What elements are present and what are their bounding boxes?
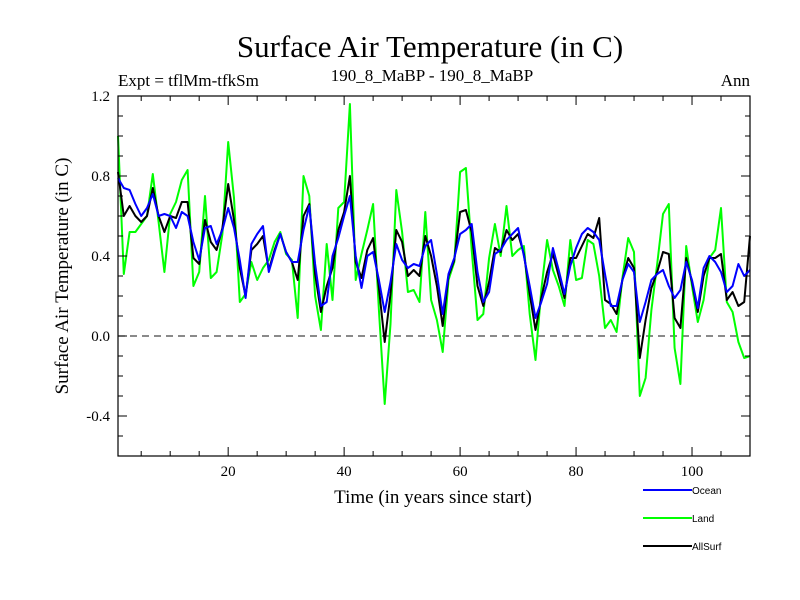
y-tick-label: 0.0 <box>91 329 110 345</box>
y-tick-label: 0.4 <box>91 249 110 265</box>
chart-title: Surface Air Temperature (in C) <box>237 29 623 64</box>
y-tick-label: 0.8 <box>91 169 110 185</box>
y-tick-label: 1.2 <box>91 89 110 105</box>
x-tick-label: 40 <box>337 464 352 480</box>
x-tick-label: 80 <box>569 464 584 480</box>
legend-label-allsurf: AllSurf <box>692 542 722 553</box>
x-axis-label: Time (in years since start) <box>334 487 532 508</box>
season-label: Ann <box>721 71 751 90</box>
legend-label-ocean: Ocean <box>692 486 721 497</box>
legend-label-land: Land <box>692 514 714 525</box>
x-tick-label: 60 <box>453 464 468 480</box>
series-line-allsurf <box>117 171 751 359</box>
legend: Ocean Land AllSurf <box>643 486 722 553</box>
experiment-label: Expt = tflMm-tfkSm <box>118 71 259 90</box>
y-tick-label: -0.4 <box>86 409 110 425</box>
x-tick-label: 100 <box>681 464 704 480</box>
series-line-ocean <box>117 177 751 323</box>
x-tick-label: 20 <box>221 464 236 480</box>
plot-area: 20 40 60 80 100 -0.4 0.0 0.4 0.8 1.2 <box>86 89 751 480</box>
y-axis-label: Surface Air Temperature (in C) <box>52 158 73 395</box>
period-label: 190_8_MaBP - 190_8_MaBP <box>331 66 533 85</box>
